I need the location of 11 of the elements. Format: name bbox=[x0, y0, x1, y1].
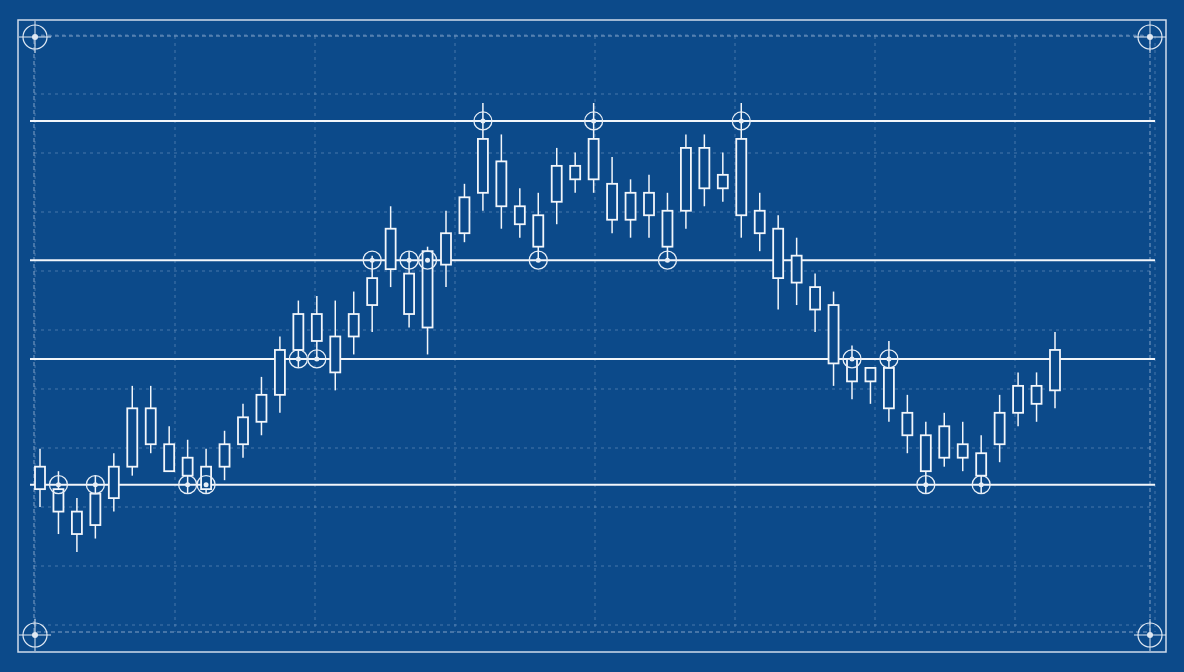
candlestick bbox=[569, 151, 582, 194]
candlestick bbox=[495, 133, 508, 230]
candlestick bbox=[1012, 371, 1024, 428]
candlestick bbox=[71, 497, 83, 553]
candlestick bbox=[237, 403, 249, 459]
candlestick bbox=[716, 151, 729, 203]
candlestick bbox=[513, 187, 526, 239]
candlestick bbox=[643, 174, 655, 239]
candlestick bbox=[809, 272, 821, 333]
candlestick bbox=[680, 133, 692, 230]
candlestick bbox=[606, 156, 618, 234]
